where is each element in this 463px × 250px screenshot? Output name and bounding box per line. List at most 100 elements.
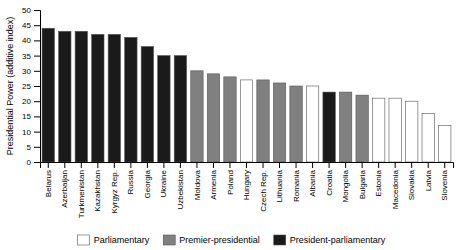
bar	[306, 86, 318, 162]
x-tick-label: Kazakhstan	[93, 170, 102, 212]
x-tick: Latvia	[424, 162, 433, 191]
x-tick-mark	[229, 162, 230, 168]
x-tick: Moldova	[193, 162, 202, 200]
legend: Parliamentary Premier-presidential Preside…	[78, 235, 386, 245]
bar	[323, 92, 335, 162]
x-tick-mark	[196, 162, 197, 168]
legend-swatch	[163, 235, 175, 245]
plot: 05101520253035404550BelarusAzerbaijanTur…	[22, 6, 453, 218]
x-tick-label: Mongolia	[341, 169, 350, 202]
y-tick-mark	[34, 86, 40, 87]
y-tick-mark	[34, 40, 40, 41]
x-tick-label: Albania	[308, 169, 317, 196]
bar	[389, 98, 401, 162]
y-tick-mark	[34, 10, 40, 11]
y-tick-label: 15	[22, 112, 31, 121]
x-tick: Belarus	[44, 162, 53, 197]
legend-label: Premier-presidential	[179, 235, 260, 245]
legend-item: President-parliamentary	[274, 235, 386, 245]
bars	[42, 28, 451, 162]
x-tick-label: Russia	[126, 169, 135, 194]
y-tick: 15	[22, 112, 40, 121]
y-axis-line	[34, 11, 41, 163]
x-tick: Macedonia	[391, 162, 400, 209]
y-tick: 20	[22, 97, 40, 106]
bar	[125, 37, 137, 162]
y-tick-label: 30	[22, 67, 31, 76]
y-tick-mark	[34, 101, 40, 102]
x-tick-mark	[329, 162, 330, 168]
x-tick-mark	[378, 162, 379, 168]
x-tick-label: Hungary	[242, 170, 251, 200]
bar	[224, 77, 236, 162]
x-tick-mark	[114, 162, 115, 168]
legend-label: Parliamentary	[94, 235, 150, 245]
x-tick-label: Slovakia	[407, 169, 416, 200]
y-tick-label: 20	[22, 97, 31, 106]
x-tick: Mongolia	[341, 162, 350, 202]
y-tick-label: 45	[22, 21, 31, 30]
x-tick-mark	[246, 162, 247, 168]
x-tick-label: Kyrgyz Rep.	[110, 170, 119, 214]
x-tick-mark	[279, 162, 280, 168]
bar	[406, 101, 418, 162]
x-tick-label: Romania	[292, 169, 301, 202]
y-tick: 35	[22, 52, 40, 61]
legend-swatch	[78, 235, 90, 245]
y-tick-label: 25	[22, 82, 31, 91]
x-tick-label: Bulgaria	[358, 169, 367, 199]
bar	[207, 74, 219, 162]
x-tick: Kyrgyz Rep.	[110, 162, 119, 214]
x-tick: Lithuania	[275, 162, 284, 202]
bar	[158, 56, 170, 162]
bar	[422, 113, 434, 162]
x-tick-mark	[48, 162, 49, 168]
y-tick-label: 10	[22, 128, 31, 137]
x-tick-mark	[97, 162, 98, 168]
x-tick-label: Georgia	[143, 169, 152, 198]
y-tick-mark	[34, 25, 40, 26]
x-tick: Slovenia	[440, 162, 449, 201]
x-tick-mark	[147, 162, 148, 168]
bar	[141, 46, 153, 162]
y-tick-mark	[34, 56, 40, 57]
bar	[174, 56, 186, 162]
x-tick-mark	[81, 162, 82, 168]
bar	[59, 31, 71, 162]
x-tick: Kazakhstan	[93, 162, 102, 212]
x-tick-label: Macedonia	[391, 169, 400, 209]
bar	[439, 126, 451, 162]
x-tick-mark	[362, 162, 363, 168]
bar	[273, 83, 285, 162]
bar	[75, 31, 87, 162]
bar	[356, 95, 368, 162]
x-tick-mark	[64, 162, 65, 168]
x-tick: Azerbaijan	[60, 162, 69, 208]
chart: 05101520253035404550BelarusAzerbaijanTur…	[0, 0, 463, 250]
x-tick: Slovakia	[407, 162, 416, 200]
legend-swatch	[274, 235, 286, 245]
x-tick: Croatia	[325, 162, 334, 196]
x-tick: Bulgaria	[358, 162, 367, 199]
x-tick-mark	[395, 162, 396, 168]
x-axis-line	[41, 163, 454, 169]
y-tick-label: 0	[27, 158, 32, 167]
y-tick-mark	[34, 71, 40, 72]
x-tick: Uzbekistan	[176, 162, 185, 210]
y-tick: 45	[22, 21, 40, 30]
y-tick-label: 35	[22, 52, 31, 61]
x-tick-label: Ukraine	[159, 169, 168, 197]
x-tick-label: Azerbaijan	[60, 170, 69, 208]
y-tick-label: 40	[22, 36, 31, 45]
x-tick: Czech Rep.	[259, 162, 268, 212]
y-tick: 10	[22, 128, 40, 137]
y-tick: 5	[27, 143, 40, 152]
x-tick: Hungary	[242, 162, 251, 200]
x-tick: Albania	[308, 162, 317, 197]
bar	[108, 34, 120, 162]
x-tick: Romania	[292, 162, 301, 202]
x-tick-mark	[411, 162, 412, 168]
bar	[240, 80, 252, 162]
x-tick: Georgia	[143, 162, 152, 198]
x-tick-label: Estonia	[374, 169, 383, 196]
